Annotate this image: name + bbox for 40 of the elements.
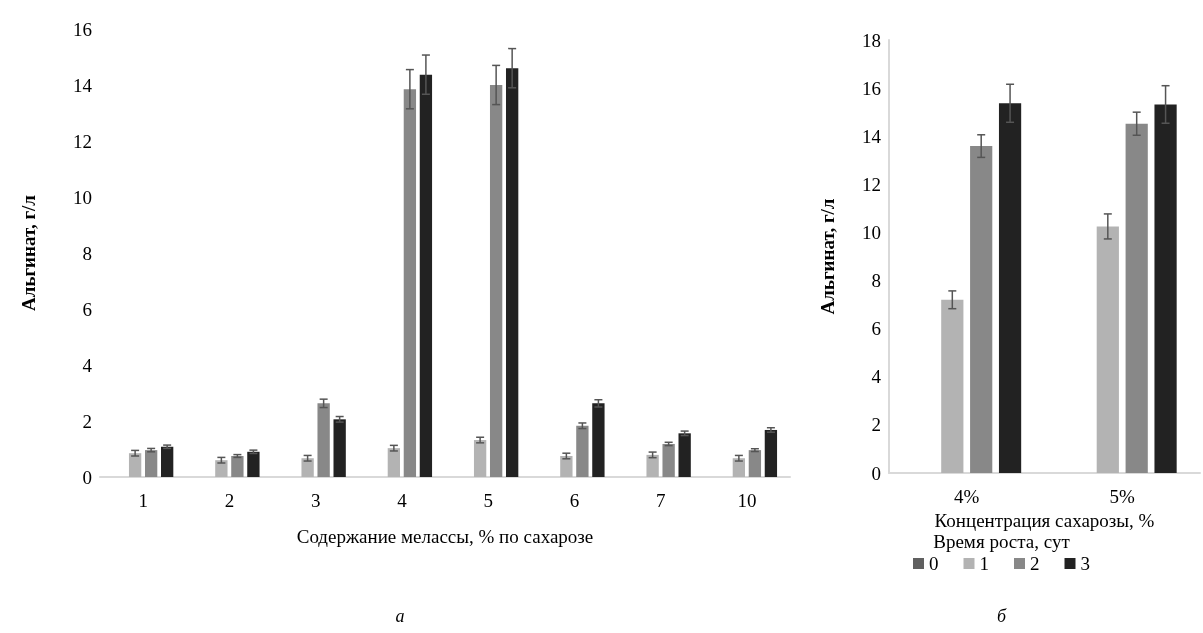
y-tick-label: 12 bbox=[73, 130, 92, 152]
y-tick-label: 6 bbox=[82, 298, 92, 320]
x-tick-label: 6 bbox=[569, 490, 580, 511]
x-tick-label: 5% bbox=[1109, 486, 1136, 507]
y-tick-label: 18 bbox=[862, 29, 881, 51]
x-axis-title: Содержание мелассы, % по сахарозе bbox=[296, 526, 594, 547]
x-tick-label: 2 bbox=[224, 490, 235, 511]
y-tick-label: 14 bbox=[73, 74, 93, 96]
y-tick-label: 4 bbox=[871, 366, 882, 388]
x-tick-label: 4% bbox=[954, 486, 980, 507]
y-tick-label: 0 bbox=[82, 466, 92, 488]
y-tick-label: 10 bbox=[73, 186, 92, 208]
y-tick-label: 8 bbox=[82, 242, 92, 264]
legend-label: 1 bbox=[979, 553, 989, 574]
x-tick-label: 4 bbox=[397, 490, 408, 511]
legend-title: Время роста, сут bbox=[933, 531, 1071, 552]
x-axis-title: Концентрация сахарозы, % bbox=[934, 509, 1155, 531]
y-axis-title: Альгинат, г/л bbox=[18, 194, 39, 311]
y-tick-label: 4 bbox=[82, 354, 93, 376]
y-tick-label: 12 bbox=[862, 173, 881, 195]
legend-label: 2 bbox=[1030, 553, 1040, 574]
y-tick-label: 0 bbox=[871, 462, 881, 484]
x-tick-label: 7 bbox=[655, 490, 666, 511]
y-tick-label: 10 bbox=[862, 221, 881, 243]
text: а bbox=[395, 606, 405, 626]
x-tick-label: 5 bbox=[483, 490, 493, 511]
legend-label: 0 bbox=[929, 553, 939, 574]
y-tick-label: 16 bbox=[862, 77, 881, 99]
y-tick-label: 2 bbox=[871, 414, 881, 436]
y-tick-label: 8 bbox=[871, 270, 881, 292]
x-tick-label: 10 bbox=[737, 490, 757, 511]
y-axis-title: Альгинат, г/л bbox=[817, 198, 838, 315]
y-tick-label: 14 bbox=[862, 125, 882, 147]
legend-label: 3 bbox=[1080, 553, 1090, 574]
y-tick-label: 16 bbox=[73, 18, 92, 40]
y-tick-label: 6 bbox=[871, 318, 881, 340]
text: б bbox=[996, 606, 1007, 626]
x-tick-label: 1 bbox=[138, 490, 148, 511]
x-tick-label: 3 bbox=[310, 490, 321, 511]
y-tick-label: 2 bbox=[82, 410, 92, 432]
